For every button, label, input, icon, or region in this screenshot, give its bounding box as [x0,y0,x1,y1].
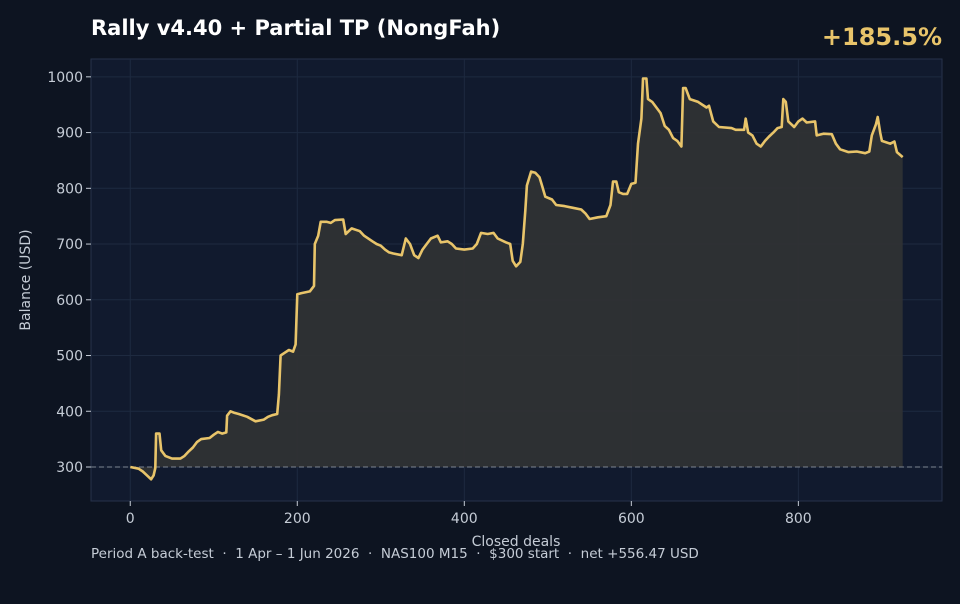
y-tick-label: 600 [56,293,83,309]
headline: +185.5% [822,23,942,51]
line [130,77,904,481]
x-tick-label: 0 [126,511,135,527]
x-tick-label: 200 [284,511,311,527]
y-tick-label: 700 [56,237,83,253]
x-tick-label: 400 [451,511,478,527]
x-tick-label: 600 [618,511,645,527]
chart-title: Rally v4.40 + Partial TP (NongFah) [91,16,500,40]
y-tick-label: 800 [56,181,83,197]
x-tick-label: 800 [785,511,812,527]
y-tick-label: 300 [56,460,83,476]
footer: Period A back-test · 1 Apr – 1 Jun 2026 … [91,546,699,562]
area [130,78,903,480]
y-axis-label: Balance (USD) [18,229,34,330]
y-tick-label: 900 [56,126,83,142]
y-tick-label: 400 [56,404,83,420]
x-axis-label: Closed deals [472,534,561,550]
y-tick-label: 1000 [47,70,83,86]
y-tick-label: 500 [56,349,83,365]
